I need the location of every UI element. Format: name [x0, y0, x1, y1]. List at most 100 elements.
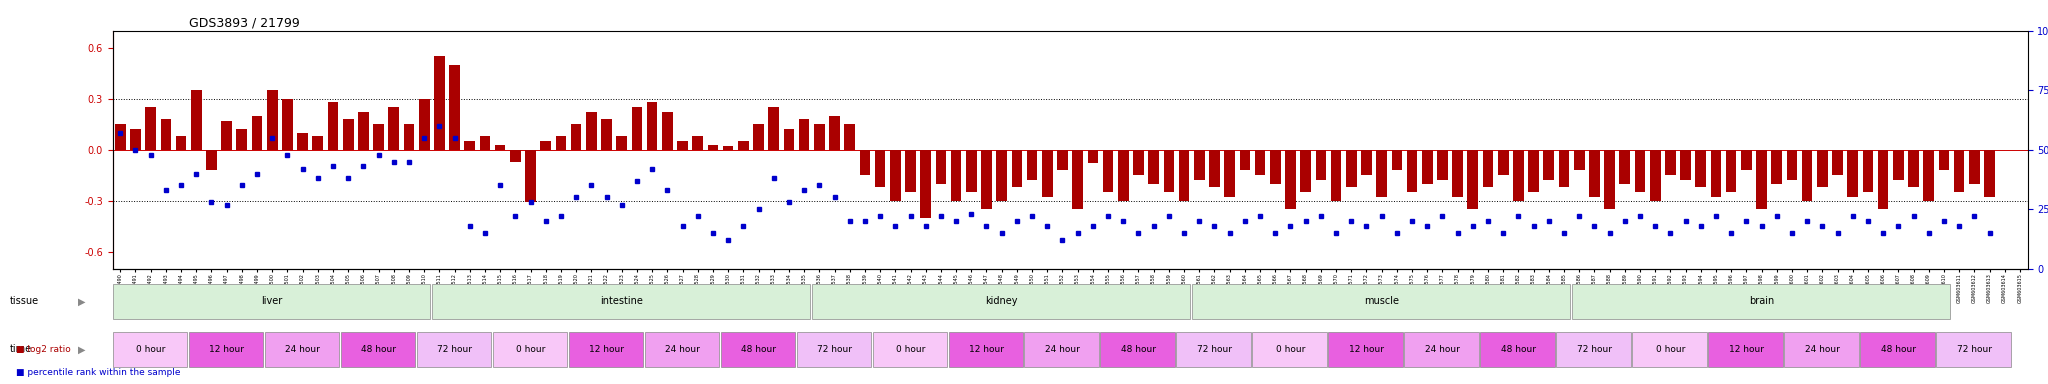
Bar: [1026, 150, 1038, 180]
Text: ■ log2 ratio: ■ log2 ratio: [16, 345, 72, 354]
Text: intestine: intestine: [600, 296, 643, 306]
Bar: [829, 116, 840, 150]
Bar: [1468, 150, 1479, 209]
Text: 12 hour: 12 hour: [1729, 345, 1763, 354]
FancyBboxPatch shape: [811, 284, 1190, 319]
Text: 24 hour: 24 hour: [1425, 345, 1460, 354]
Bar: [283, 99, 293, 150]
FancyBboxPatch shape: [1708, 332, 1784, 367]
Text: 48 hour: 48 hour: [1880, 345, 1915, 354]
FancyBboxPatch shape: [1481, 332, 1554, 367]
Bar: [662, 113, 672, 150]
Bar: [389, 107, 399, 150]
Bar: [1757, 150, 1767, 209]
Bar: [1239, 150, 1249, 170]
Bar: [860, 150, 870, 175]
FancyBboxPatch shape: [1571, 284, 1950, 319]
Bar: [1483, 150, 1493, 187]
Bar: [1878, 150, 1888, 209]
FancyBboxPatch shape: [1935, 332, 2011, 367]
Bar: [496, 145, 506, 150]
Text: 24 hour: 24 hour: [1804, 345, 1839, 354]
Bar: [1589, 150, 1599, 197]
Bar: [1376, 150, 1386, 197]
Bar: [1438, 150, 1448, 180]
Bar: [631, 107, 643, 150]
Bar: [571, 124, 582, 150]
Bar: [1180, 150, 1190, 201]
Bar: [115, 124, 125, 150]
Bar: [905, 150, 915, 192]
Bar: [1909, 150, 1919, 187]
Text: 12 hour: 12 hour: [209, 345, 244, 354]
Bar: [950, 150, 961, 201]
Bar: [358, 113, 369, 150]
Bar: [1620, 150, 1630, 184]
Bar: [145, 107, 156, 150]
Text: 12 hour: 12 hour: [1350, 345, 1384, 354]
Bar: [510, 150, 520, 162]
Bar: [1802, 150, 1812, 201]
FancyBboxPatch shape: [872, 332, 946, 367]
Bar: [328, 102, 338, 150]
Bar: [221, 121, 231, 150]
Bar: [1939, 150, 1950, 170]
Bar: [1985, 150, 1995, 197]
Bar: [784, 129, 795, 150]
Bar: [1786, 150, 1798, 180]
Bar: [524, 150, 537, 202]
Bar: [1194, 150, 1204, 180]
Bar: [1073, 150, 1083, 209]
Text: 48 hour: 48 hour: [1501, 345, 1536, 354]
Bar: [1421, 150, 1432, 184]
Bar: [1892, 150, 1905, 180]
FancyBboxPatch shape: [1405, 332, 1479, 367]
Bar: [723, 146, 733, 150]
Bar: [297, 133, 307, 150]
Bar: [1559, 150, 1569, 187]
Text: 48 hour: 48 hour: [741, 345, 776, 354]
Bar: [709, 145, 719, 150]
FancyBboxPatch shape: [188, 332, 262, 367]
Bar: [131, 129, 141, 150]
Bar: [754, 124, 764, 150]
FancyBboxPatch shape: [721, 332, 795, 367]
Bar: [1149, 150, 1159, 184]
Bar: [1772, 150, 1782, 184]
Text: 12 hour: 12 hour: [969, 345, 1004, 354]
FancyBboxPatch shape: [1556, 332, 1630, 367]
Text: 0 hour: 0 hour: [516, 345, 545, 354]
Bar: [1573, 150, 1585, 170]
Bar: [1225, 150, 1235, 197]
Bar: [373, 124, 383, 150]
Bar: [737, 141, 750, 150]
Text: 72 hour: 72 hour: [436, 345, 473, 354]
FancyBboxPatch shape: [645, 332, 719, 367]
Bar: [1726, 150, 1737, 192]
FancyBboxPatch shape: [797, 332, 870, 367]
Bar: [541, 141, 551, 150]
Bar: [313, 136, 324, 150]
Bar: [1012, 150, 1022, 187]
Bar: [1513, 150, 1524, 201]
Bar: [813, 124, 825, 150]
Text: ▶: ▶: [78, 344, 86, 354]
FancyBboxPatch shape: [1329, 332, 1403, 367]
FancyBboxPatch shape: [1860, 332, 1935, 367]
Bar: [1133, 150, 1143, 175]
Bar: [420, 99, 430, 150]
Bar: [1604, 150, 1616, 209]
Bar: [1331, 150, 1341, 201]
Text: 72 hour: 72 hour: [1577, 345, 1612, 354]
Bar: [602, 119, 612, 150]
Bar: [449, 65, 461, 150]
Bar: [160, 119, 172, 150]
Bar: [1270, 150, 1280, 184]
Bar: [936, 150, 946, 184]
FancyBboxPatch shape: [494, 332, 567, 367]
Bar: [768, 107, 778, 150]
FancyBboxPatch shape: [1253, 332, 1327, 367]
FancyBboxPatch shape: [1192, 284, 1571, 319]
Bar: [981, 150, 991, 209]
FancyBboxPatch shape: [264, 332, 340, 367]
